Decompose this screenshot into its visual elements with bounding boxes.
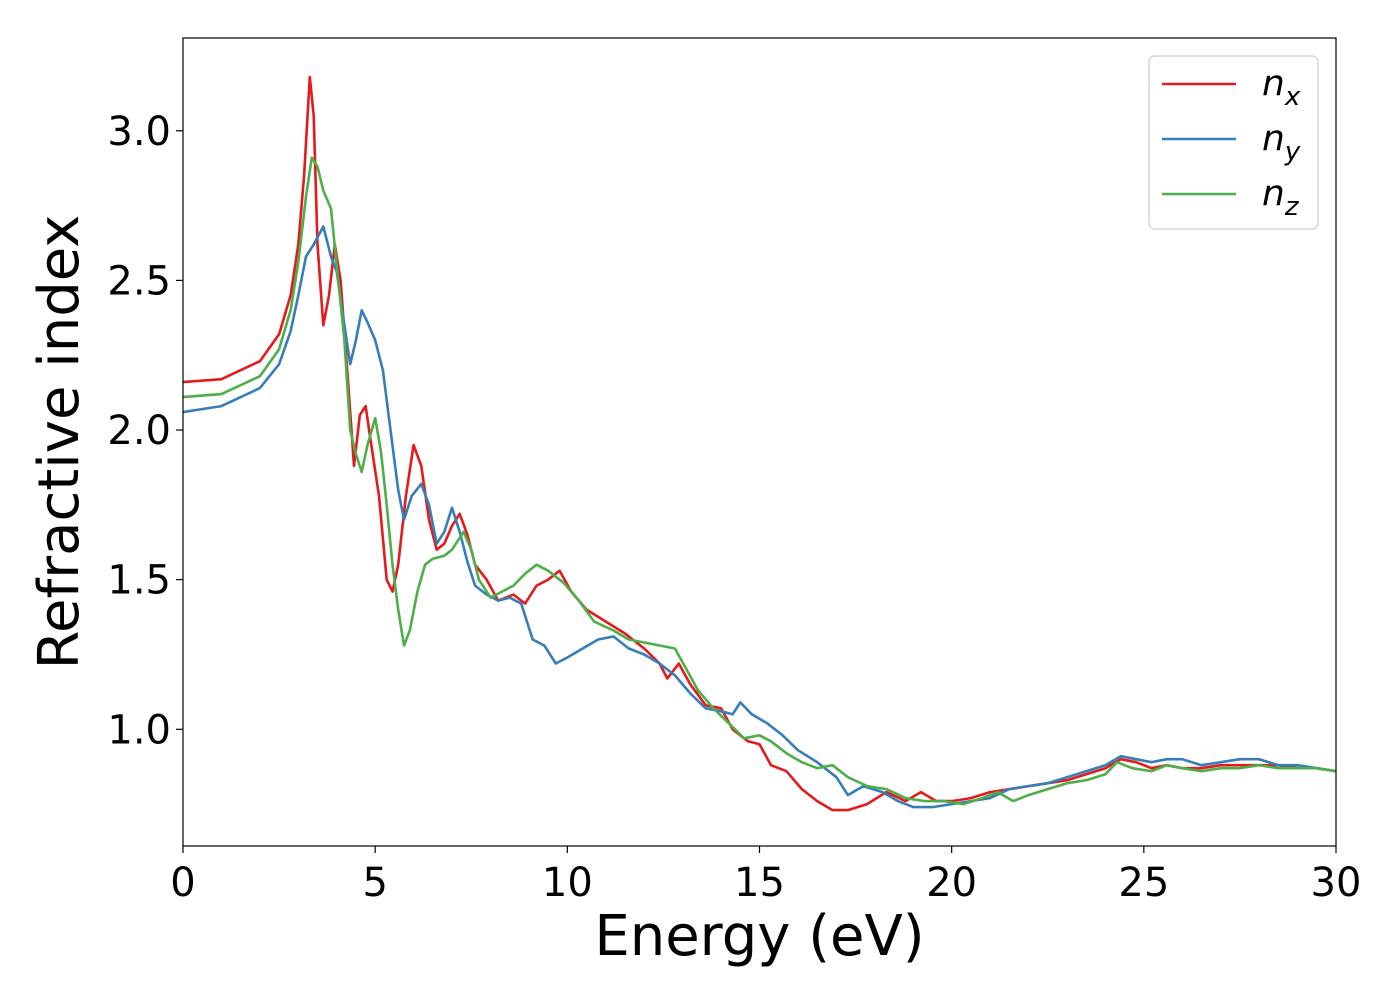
y-tick-label: 1.5	[107, 558, 171, 604]
x-tick-label: 25	[1118, 860, 1169, 906]
y-tick-label: 2.0	[107, 408, 171, 454]
x-tick-label: 10	[542, 860, 593, 906]
y-tick-label: 3.0	[107, 109, 171, 155]
x-tick-label: 0	[170, 860, 195, 906]
x-axis: 0 5 10 15 20 25 30	[170, 846, 1361, 906]
y-axis: 1.0 1.5 2.0 2.5 3.0	[107, 109, 183, 753]
series-line-n-y	[183, 225, 1336, 809]
x-tick-label: 15	[734, 860, 785, 906]
legend-box	[1148, 55, 1319, 230]
x-tick-label: 5	[362, 860, 387, 906]
series-line-n-z	[183, 156, 1336, 806]
x-axis-title: Energy (eV)	[594, 904, 924, 969]
x-tick-label: 20	[926, 860, 977, 906]
x-tick-label: 30	[1311, 860, 1362, 906]
series-layer	[183, 75, 1336, 812]
y-tick-label: 1.0	[107, 707, 171, 753]
legend-label: nx	[1262, 63, 1301, 112]
y-tick-label: 2.5	[107, 258, 171, 304]
y-axis-title: Refractive index	[27, 215, 92, 670]
legend-label: ny	[1262, 118, 1301, 167]
